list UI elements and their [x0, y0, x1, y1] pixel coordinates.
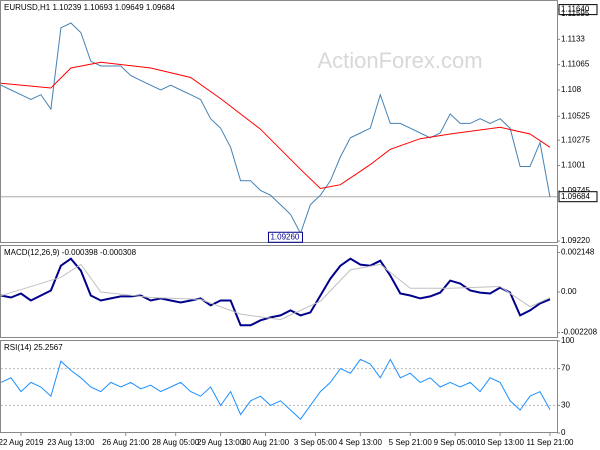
y-tick-label: 1.10275: [561, 135, 590, 144]
x-tick-label: 26 Aug 21:00: [102, 438, 150, 447]
y-tick-label: 30: [561, 401, 570, 410]
series-line: [0, 257, 551, 327]
y-tick-box: [558, 4, 598, 16]
x-tick-label: 11 Sep 21:00: [527, 438, 575, 447]
y-tick-label: 1.1001: [561, 161, 586, 170]
watermark: ActionForex.com: [317, 48, 482, 73]
y-tick-label: 1.11595: [561, 9, 590, 18]
x-tick-label: 5 Sep 21:00: [389, 438, 433, 447]
y-tick-label: 100: [561, 336, 575, 345]
x-tick-label: 4 Sep 13:00: [339, 438, 383, 447]
y-tick-label: 1.1133: [561, 34, 585, 43]
y-tick-label: 1.11640: [561, 5, 590, 14]
y-tick-label: 70: [561, 364, 570, 373]
x-tick-label: 30 Aug 21:00: [242, 438, 290, 447]
current-price-box: [558, 191, 598, 203]
rsi-panel: [0, 340, 558, 433]
x-tick-label: 10 Sep 13:00: [476, 438, 524, 447]
y-tick-label: 1.09220: [561, 236, 590, 245]
y-tick-label: 0: [561, 428, 566, 437]
x-tick-label: 29 Aug 13:00: [197, 438, 245, 447]
series-line: [0, 22, 551, 235]
y-tick-label: 1.09745: [561, 186, 590, 195]
panel-title: EURUSD,H1 1.10239 1.10693 1.09649 1.0968…: [4, 3, 175, 12]
y-tick-label: 0.002148: [561, 248, 595, 257]
current-price-label: 1.09684: [561, 192, 590, 201]
y-tick-label: 1.10525: [561, 111, 590, 120]
x-tick-label: 9 Sep 05:00: [434, 438, 478, 447]
x-tick-label: 23 Aug 13:00: [47, 438, 95, 447]
annotation: 1.09260: [270, 232, 299, 241]
panel-title: MACD(12,26,9) -0.000398 -0.000308: [4, 248, 137, 257]
y-tick-label: 1.108: [561, 85, 582, 94]
y-tick-label: 0.00: [561, 287, 577, 296]
annotation-box: [267, 231, 303, 243]
series-line: [0, 61, 551, 190]
x-tick-label: 28 Aug 05:00: [152, 438, 200, 447]
series-line: [0, 358, 551, 420]
x-tick-label: 3 Sep 05:00: [294, 438, 338, 447]
panel-title: RSI(14) 25.2567: [4, 343, 63, 352]
y-tick-label: 1.11065: [561, 60, 590, 69]
x-tick-label: 22 Aug 2019: [0, 438, 44, 447]
series-line: [0, 263, 551, 321]
y-tick-label: -0.002208: [561, 328, 598, 337]
